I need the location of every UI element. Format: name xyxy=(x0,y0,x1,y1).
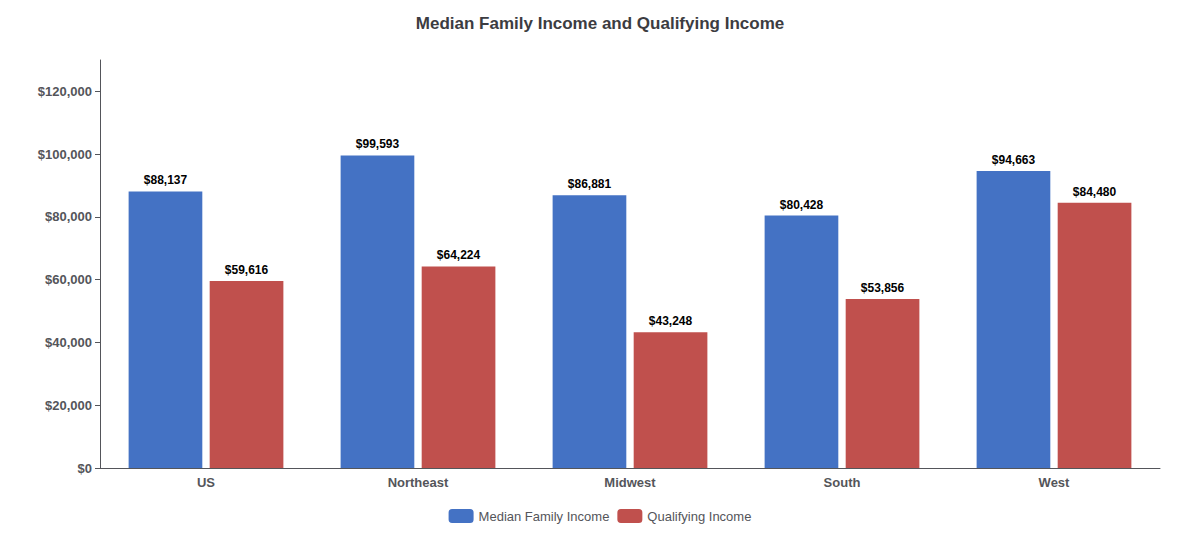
svg-text:Median Family Income and Quali: Median Family Income and Qualifying Inco… xyxy=(416,14,784,33)
svg-text:$60,000: $60,000 xyxy=(45,272,92,287)
svg-text:$100,000: $100,000 xyxy=(38,147,92,162)
svg-text:Qualifying Income: Qualifying Income xyxy=(647,509,751,524)
svg-text:$80,428: $80,428 xyxy=(780,198,824,212)
svg-text:$64,224: $64,224 xyxy=(437,248,481,262)
svg-text:$99,593: $99,593 xyxy=(356,137,400,151)
svg-text:$43,248: $43,248 xyxy=(649,314,693,328)
svg-text:$53,856: $53,856 xyxy=(861,281,905,295)
svg-text:US: US xyxy=(197,475,215,490)
svg-text:$59,616: $59,616 xyxy=(225,263,269,277)
svg-text:$80,000: $80,000 xyxy=(45,209,92,224)
svg-text:$94,663: $94,663 xyxy=(992,153,1036,167)
svg-text:$0: $0 xyxy=(78,461,92,476)
svg-text:$40,000: $40,000 xyxy=(45,335,92,350)
svg-text:$88,137: $88,137 xyxy=(144,173,188,187)
svg-text:Median Family Income: Median Family Income xyxy=(479,509,610,524)
svg-text:$120,000: $120,000 xyxy=(38,84,92,99)
svg-text:South: South xyxy=(824,475,861,490)
svg-text:$20,000: $20,000 xyxy=(45,398,92,413)
svg-text:$86,881: $86,881 xyxy=(568,177,612,191)
svg-text:Midwest: Midwest xyxy=(604,475,656,490)
svg-text:$84,480: $84,480 xyxy=(1073,185,1117,199)
svg-text:Northeast: Northeast xyxy=(388,475,449,490)
svg-text:West: West xyxy=(1039,475,1070,490)
